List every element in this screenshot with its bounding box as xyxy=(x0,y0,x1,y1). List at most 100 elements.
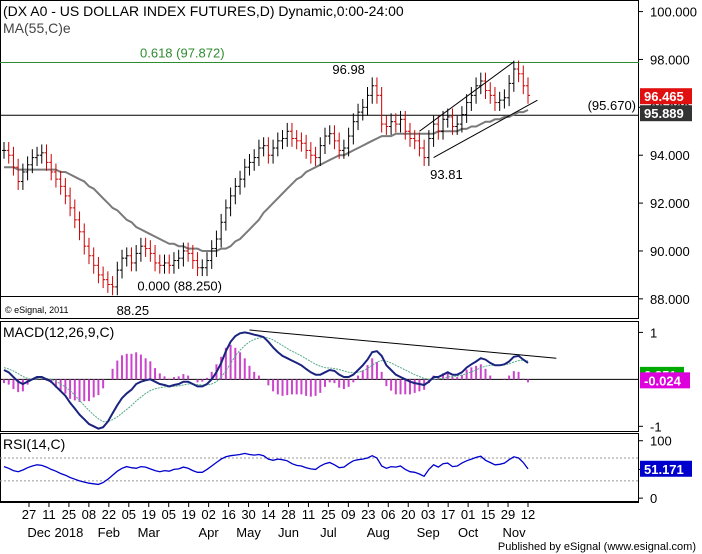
x-month-label: Nov xyxy=(502,525,526,540)
x-day-label: 30 xyxy=(241,507,255,522)
price-bar xyxy=(214,230,219,257)
price-bar xyxy=(247,154,252,176)
x-month-label: Apr xyxy=(199,525,220,540)
price-bar xyxy=(389,113,394,135)
price-bar xyxy=(289,122,294,147)
macd-line xyxy=(3,331,529,430)
x-day-label: 14 xyxy=(261,507,275,522)
price-bar xyxy=(204,252,209,277)
price-bar xyxy=(35,146,40,166)
price-bar xyxy=(417,132,422,157)
price-bar xyxy=(497,91,502,111)
x-day-label: 02 xyxy=(201,507,215,522)
annotation-bottom: 88.25 xyxy=(117,303,150,318)
price-bar xyxy=(318,137,323,166)
signal-value-box xyxy=(640,372,690,389)
price-bar xyxy=(2,142,6,159)
x-day-label: 15 xyxy=(481,507,495,522)
x-day-label: 03 xyxy=(421,507,435,522)
price-bar xyxy=(280,130,285,150)
price-bar xyxy=(426,130,431,166)
x-day-label: 28 xyxy=(281,507,295,522)
price-bar xyxy=(478,72,483,95)
price-bar xyxy=(190,244,195,269)
price-bar xyxy=(124,247,129,267)
x-day-label: 11 xyxy=(302,507,316,522)
price-bar xyxy=(346,127,351,157)
price-bar xyxy=(138,237,143,262)
x-day-label: 08 xyxy=(82,507,96,522)
price-bar xyxy=(20,163,25,190)
ma-line xyxy=(4,109,529,252)
price-bar xyxy=(153,244,158,272)
price-chart-title: (DX A0 - US DOLLAR INDEX FUTURES,D) Dyna… xyxy=(3,3,404,19)
price-bar xyxy=(252,149,257,171)
price-bar xyxy=(341,139,346,159)
price-bar xyxy=(455,115,460,135)
price-y-tick-label: 88.000 xyxy=(650,292,690,307)
price-y-tick-label: 94.000 xyxy=(650,148,690,163)
price-bar xyxy=(271,139,276,164)
annotation-high: 96.98 xyxy=(332,62,365,77)
x-month-label: Jul xyxy=(320,525,337,540)
price-bar xyxy=(120,249,125,279)
price-bar xyxy=(91,247,96,274)
macd-y-tick-label: -1 xyxy=(650,419,662,434)
price-y-tick-label: 92.000 xyxy=(650,196,690,211)
price-bar xyxy=(407,122,412,147)
price-bar xyxy=(351,113,356,145)
price-bar xyxy=(356,103,361,131)
price-bar xyxy=(96,256,101,284)
macd-trend-line xyxy=(249,329,557,359)
price-layer: 0.618 (97.872) (95.670) 0.000 (88.250) 96.9… xyxy=(0,46,639,318)
price-y-tick-label: 90.000 xyxy=(650,244,690,259)
x-day-label: 27 xyxy=(22,507,36,522)
price-bar xyxy=(171,252,176,274)
x-day-label: 16 xyxy=(221,507,235,522)
price-bar xyxy=(474,77,479,104)
x-month-label: Mar xyxy=(138,525,161,540)
price-bar xyxy=(134,244,139,272)
price-bar xyxy=(266,137,271,164)
x-month-label: Jun xyxy=(278,525,299,540)
x-month-label: Oct xyxy=(458,525,479,540)
price-bar xyxy=(299,132,304,152)
x-day-label: 29 xyxy=(501,507,515,522)
price-bar xyxy=(82,223,87,255)
price-bar xyxy=(332,125,337,150)
x-day-label: 19 xyxy=(142,507,156,522)
publisher-footer: Published by eSignal (www.esignal.com) xyxy=(498,541,696,553)
price-bar xyxy=(16,158,21,190)
price-bar xyxy=(200,259,205,277)
price-bar xyxy=(261,137,266,157)
price-bar xyxy=(72,199,77,229)
ma-value-label: 95.889 xyxy=(644,106,684,121)
price-bar xyxy=(313,146,318,166)
rsi-panel-frame xyxy=(0,433,639,502)
price-bar xyxy=(219,213,224,248)
x-day-label: 23 xyxy=(361,507,375,522)
price-bar xyxy=(308,142,313,164)
price-bar xyxy=(53,163,58,188)
price-bar xyxy=(398,110,403,133)
price-bar xyxy=(379,86,384,133)
ma-value-box xyxy=(640,105,692,122)
macd-title: MACD(12,26,9,C) xyxy=(3,324,114,340)
x-day-label: 11 xyxy=(42,507,56,522)
x-month-label: May xyxy=(236,525,261,540)
x-day-label: 09 xyxy=(341,507,355,522)
rsi-y-tick-label: 100 xyxy=(650,434,672,449)
price-bar xyxy=(58,170,63,195)
last-price-box xyxy=(640,88,692,105)
price-bar xyxy=(143,237,148,257)
rsi-value-box xyxy=(640,460,692,477)
price-bar xyxy=(49,154,54,181)
price-bar xyxy=(445,108,450,128)
level-label: (95.670) xyxy=(588,98,636,113)
price-bar xyxy=(242,158,247,188)
x-month-label: Dec xyxy=(27,525,51,540)
price-bar xyxy=(422,139,427,166)
price-bar xyxy=(167,254,172,274)
price-bar xyxy=(285,122,290,147)
price-bar xyxy=(492,86,497,111)
